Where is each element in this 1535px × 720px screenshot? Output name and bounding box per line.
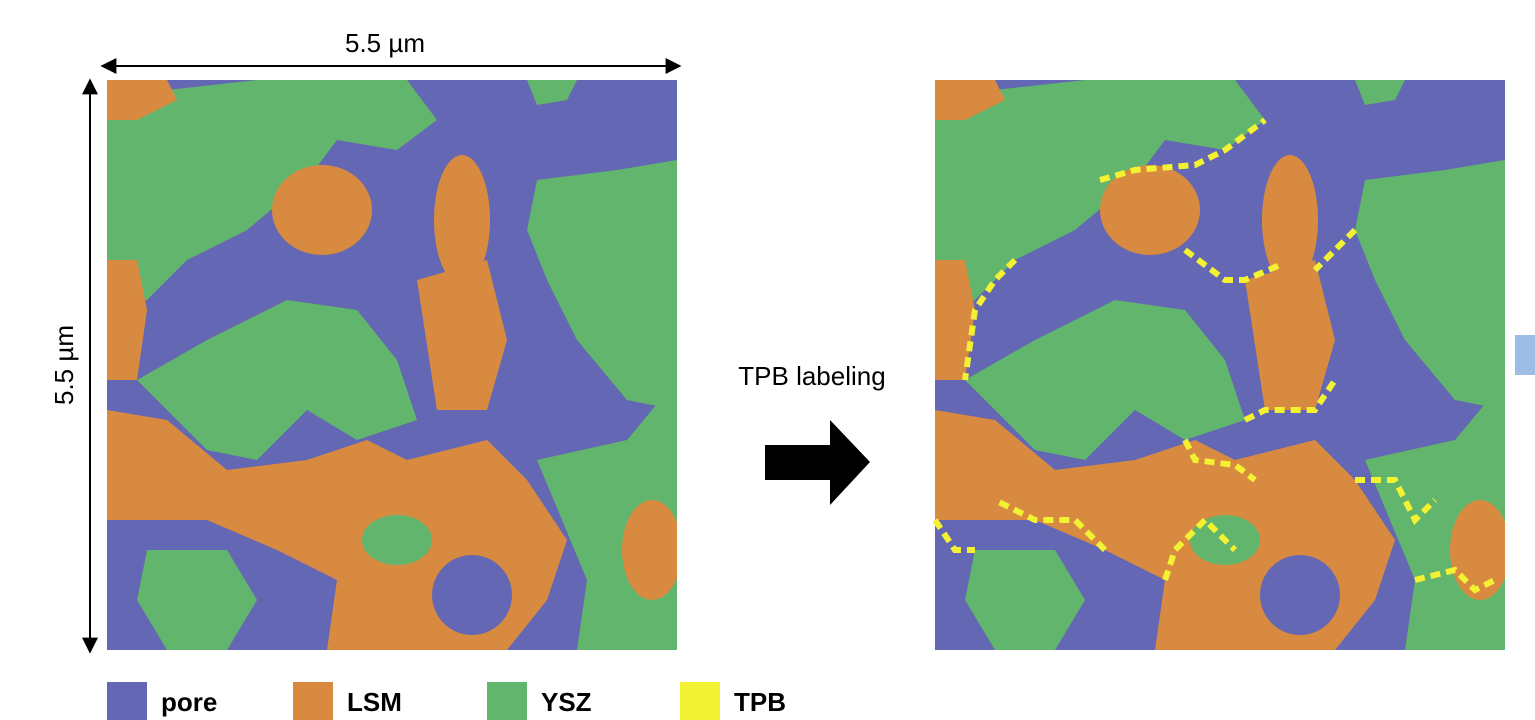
- legend-label: pore: [161, 687, 217, 717]
- microstructure: [107, 80, 682, 650]
- legend-label: TPB: [734, 687, 786, 717]
- process-arrow: [765, 420, 870, 505]
- legend: pore LSM YSZ TPB: [107, 682, 786, 720]
- legend-label: YSZ: [541, 687, 592, 717]
- figure: 5.5 µm 5.5 µm TPB labeling pore LSM YSZ TPB: [0, 0, 1535, 720]
- height-label: 5.5 µm: [49, 325, 79, 405]
- legend-swatch: [487, 682, 527, 720]
- microstructure-tpb: [935, 80, 1510, 650]
- edge-shape: [1515, 335, 1535, 375]
- legend-swatch: [293, 682, 333, 720]
- legend-swatch: [680, 682, 720, 720]
- legend-label: LSM: [347, 687, 402, 717]
- width-label: 5.5 µm: [345, 28, 425, 58]
- legend-swatch: [107, 682, 147, 720]
- page: 5.5 µm 5.5 µm TPB labeling pore LSM YSZ TPB…: [0, 0, 1535, 720]
- arrow-label: TPB labeling: [738, 361, 885, 391]
